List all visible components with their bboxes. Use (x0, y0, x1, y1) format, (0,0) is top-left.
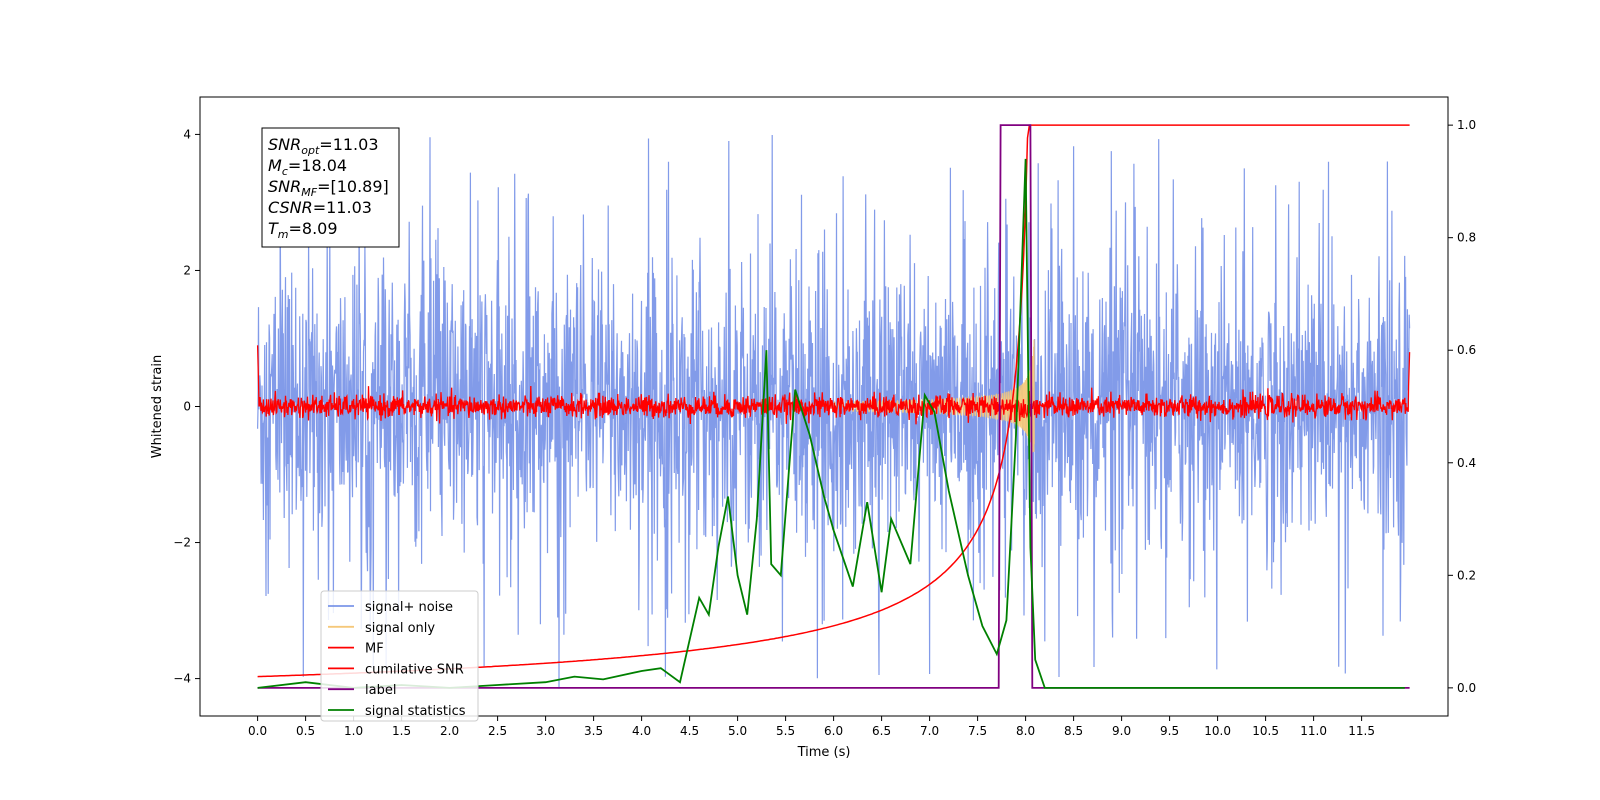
x-tick-label: 11.0 (1300, 724, 1327, 738)
x-tick-label: 9.5 (1160, 724, 1179, 738)
annotation-box: SNRopt=11.03Mc=18.04SNRMF=[10.89]CSNR=11… (261, 127, 400, 248)
annotation-var: SNR (268, 135, 301, 154)
x-tick-label: 7.5 (968, 724, 987, 738)
legend-frame (320, 590, 479, 722)
legend: signal+ noise signal only MF cumilative SNR… (320, 590, 479, 722)
y-axis-label: Whitened strain (150, 355, 165, 458)
x-tick-label: 10.5 (1252, 724, 1279, 738)
annotation-line: Mc=18.04 (268, 156, 347, 178)
x-tick-label: 8.5 (1064, 724, 1083, 738)
x-tick-label: 2.0 (440, 724, 459, 738)
x-axis-label: Time (s) (797, 745, 851, 760)
legend-label: MF (365, 642, 384, 657)
y-left-tick-label: −4 (173, 672, 191, 686)
annotation-subscript: MF (301, 186, 317, 199)
signal-statistics-line (257, 158, 1405, 689)
x-tick-label: 3.0 (536, 724, 555, 738)
x-tick-label: 7.0 (920, 724, 939, 738)
annotation-var: CSNR (268, 198, 313, 217)
annotation-subscript: m (278, 228, 289, 241)
x-tick-label: 2.5 (488, 724, 507, 738)
annotation-value: =8.09 (289, 219, 338, 238)
mf-line (256, 345, 1411, 425)
x-tick-label: 11.5 (1348, 724, 1375, 738)
legend-label: label (365, 683, 396, 698)
signal-noise-line (257, 134, 1411, 689)
annotation-line: Tm=8.09 (268, 219, 338, 241)
y-right-tick-label: 0.2 (1457, 568, 1476, 582)
x-tick-label: 1.5 (392, 724, 411, 738)
legend-label: signal+ noise (365, 600, 453, 615)
y-right-tick-label: 0.6 (1457, 343, 1476, 357)
annotation-frame (261, 127, 400, 248)
annotation-line: SNRopt=11.03 (268, 135, 379, 157)
legend-label: cumilative SNR (365, 662, 464, 677)
legend-label: signal only (365, 621, 435, 636)
annotation-line: CSNR=11.03 (268, 198, 372, 217)
y-right-tick-label: 0.4 (1457, 456, 1476, 470)
annotation-subscript: c (282, 165, 288, 178)
annotation-var: SNR (268, 177, 301, 196)
y-right-tick-label: 0.0 (1457, 681, 1476, 695)
y-right-tick-label: 1.0 (1457, 118, 1476, 132)
x-tick-label: 4.5 (680, 724, 699, 738)
annotation-value: =18.04 (288, 156, 347, 175)
annotation-value: =11.03 (319, 135, 378, 154)
legend-label: signal statistics (365, 704, 466, 719)
annotation-subscript: opt (301, 144, 320, 157)
annotation-value: =11.03 (313, 198, 372, 217)
y-left-tick-label: −2 (173, 536, 191, 550)
x-tick-label: 8.0 (1016, 724, 1035, 738)
x-tick-label: 9.0 (1112, 724, 1131, 738)
annotation-line: SNRMF=[10.89] (268, 177, 389, 199)
x-tick-label: 4.0 (632, 724, 651, 738)
x-tick-label: 5.5 (776, 724, 795, 738)
y-right-tick-label: 0.8 (1457, 231, 1476, 245)
annotation-value: =[10.89] (317, 177, 389, 196)
x-tick-label: 5.0 (728, 724, 747, 738)
x-tick-label: 6.5 (872, 724, 891, 738)
x-tick-label: 0.5 (296, 724, 315, 738)
y-left-tick-label: 4 (183, 127, 191, 141)
y-left-tick-label: 2 (183, 263, 191, 277)
x-tick-label: 10.0 (1204, 724, 1231, 738)
x-tick-label: 6.0 (824, 724, 843, 738)
x-tick-label: 3.5 (584, 724, 603, 738)
annotation-var: M (268, 156, 282, 175)
y-left-tick-label: 0 (183, 400, 191, 414)
annotation-var: T (268, 219, 279, 238)
x-tick-label: 0.0 (248, 724, 267, 738)
x-tick-label: 1.0 (344, 724, 363, 738)
